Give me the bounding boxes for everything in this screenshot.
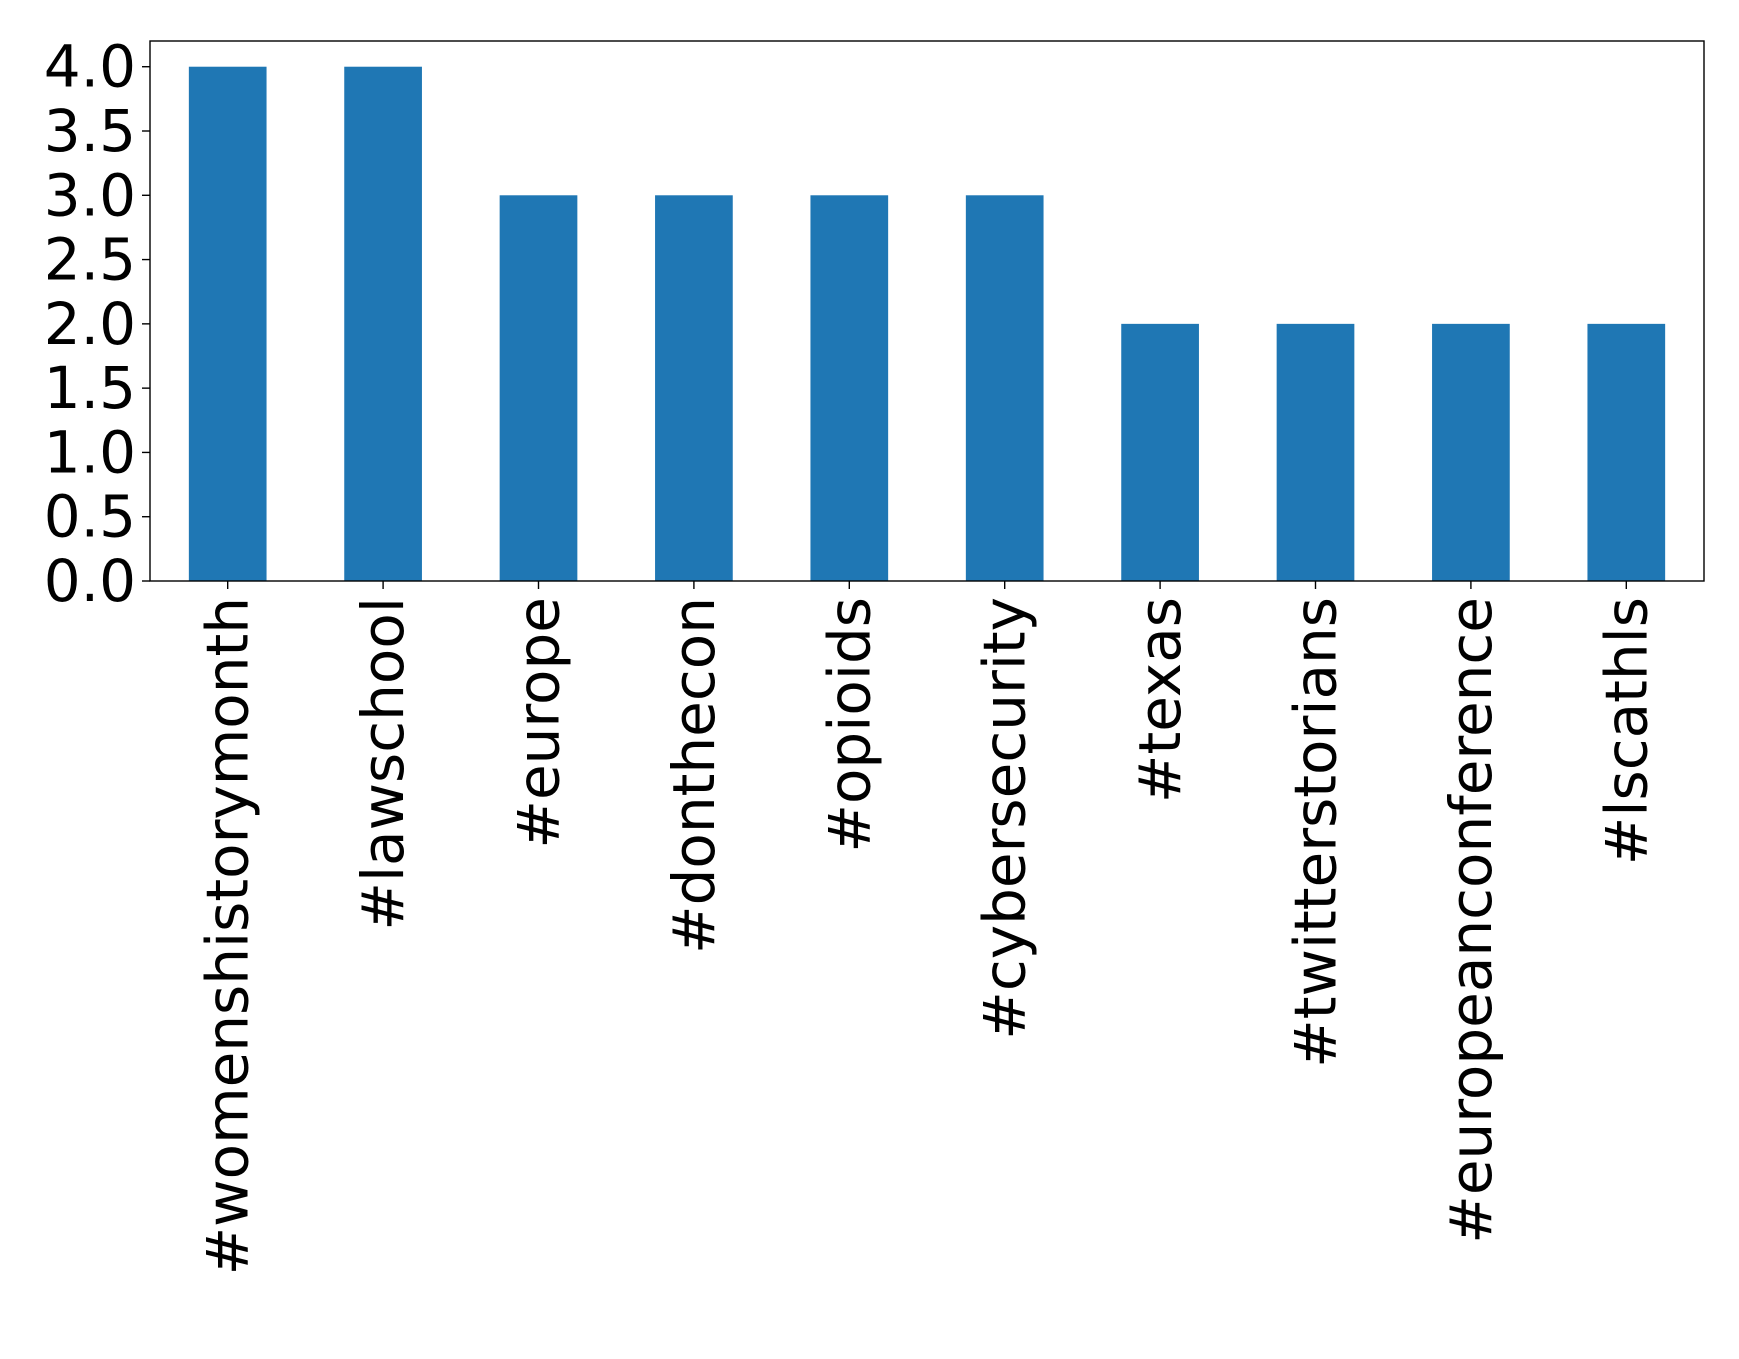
bar-europe <box>499 195 578 582</box>
x-tick-label: #europeanconference <box>1437 597 1505 1244</box>
bar-twitterstorians <box>1276 323 1355 581</box>
bar-lscathls <box>1587 323 1666 581</box>
y-tick-label: 3.0 <box>44 161 136 229</box>
bar-texas <box>1121 323 1199 581</box>
y-axis: 0.00.51.01.52.02.53.03.54.0 <box>44 33 150 615</box>
x-tick-label: #lawschool <box>349 597 417 931</box>
y-tick-label: 2.5 <box>44 226 136 294</box>
y-tick-label: 1.0 <box>44 418 136 486</box>
x-tick-label: #cybersecurity <box>971 597 1039 1040</box>
y-tick-label: 1.5 <box>44 354 136 422</box>
bar-cybersecurity <box>965 195 1044 582</box>
x-tick-label: #donthecon <box>660 597 728 954</box>
x-tick-label: #opioids <box>815 597 883 853</box>
x-tick-label: #texas <box>1126 597 1194 803</box>
bar-donthecon <box>655 195 733 582</box>
x-tick-label: #twitterstorians <box>1282 597 1350 1068</box>
y-tick-label: 0.5 <box>44 483 136 551</box>
bars-layer <box>188 66 1666 582</box>
y-tick-label: 0.0 <box>44 547 136 615</box>
x-tick-label: #europe <box>505 597 573 849</box>
bar-europeanconference <box>1432 323 1510 581</box>
x-tick-label: #lscathls <box>1592 597 1660 865</box>
bar-opioids <box>810 195 889 582</box>
x-tick-label: #womenshistorymonth <box>194 597 262 1275</box>
bar-lawschool <box>344 66 422 581</box>
y-tick-label: 3.5 <box>44 97 136 165</box>
x-axis: #womenshistorymonth #lawschool #europe #don… <box>194 581 1660 1275</box>
y-tick-label: 2.0 <box>44 290 136 358</box>
bar-womenshistorymonth <box>188 66 267 581</box>
plot-frame <box>149 40 1705 582</box>
y-tick-label: 4.0 <box>44 33 136 101</box>
